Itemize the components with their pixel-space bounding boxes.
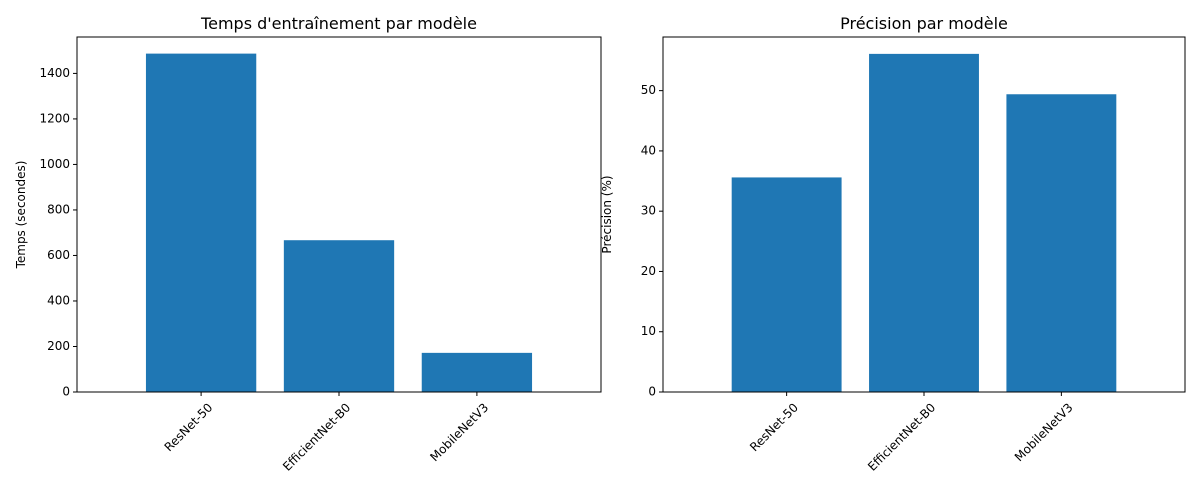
- y-tick-label: 0: [62, 385, 70, 399]
- x-tick-label: ResNet-50: [162, 400, 216, 454]
- y-tick-label: 1000: [39, 157, 70, 171]
- y-tick-label: 800: [47, 202, 70, 216]
- chart-accuracy: 0 10 20 30 40 50 ResNet-50 EfficientNet-B0 Mobil…: [600, 14, 1186, 474]
- x-tick-label: EfficientNet-B0: [865, 400, 938, 473]
- y-tick-label: 40: [641, 143, 656, 157]
- x-tick-label: MobileNetV3: [427, 400, 491, 464]
- bar-efficientnet-b0: [869, 53, 979, 392]
- bar-efficientnet-b0: [283, 240, 395, 392]
- bar-mobilenetv3: [421, 352, 533, 392]
- chart-title: Précision par modèle: [840, 14, 1008, 33]
- y-tick-label: 600: [47, 248, 70, 262]
- y-tick-label: 1400: [39, 66, 70, 80]
- x-tick-label: MobileNetV3: [1012, 400, 1076, 464]
- y-tick-label: 1200: [39, 111, 70, 125]
- bar-resnet-50: [145, 53, 257, 392]
- y-tick-label: 50: [641, 83, 656, 97]
- y-axis-label: Précision (%): [600, 175, 614, 253]
- y-tick-label: 30: [641, 204, 656, 218]
- x-tick-label: EfficientNet-B0: [280, 400, 353, 473]
- y-tick-label: 0: [648, 385, 656, 399]
- bar-resnet-50: [731, 177, 842, 392]
- x-tick-label: ResNet-50: [747, 400, 801, 454]
- y-tick-label: 20: [641, 264, 656, 278]
- chart-training-time: 0 200 400 600 800 1000 1200 1400 ResNet-50 Effici…: [14, 14, 602, 474]
- bar-mobilenetv3: [1006, 94, 1117, 393]
- y-tick-label: 10: [641, 324, 656, 338]
- y-tick-label: 200: [47, 339, 70, 353]
- y-axis-label: Temps (secondes): [14, 161, 28, 270]
- chart-title: Temps d'entraînement par modèle: [200, 14, 477, 33]
- y-tick-label: 400: [47, 293, 70, 307]
